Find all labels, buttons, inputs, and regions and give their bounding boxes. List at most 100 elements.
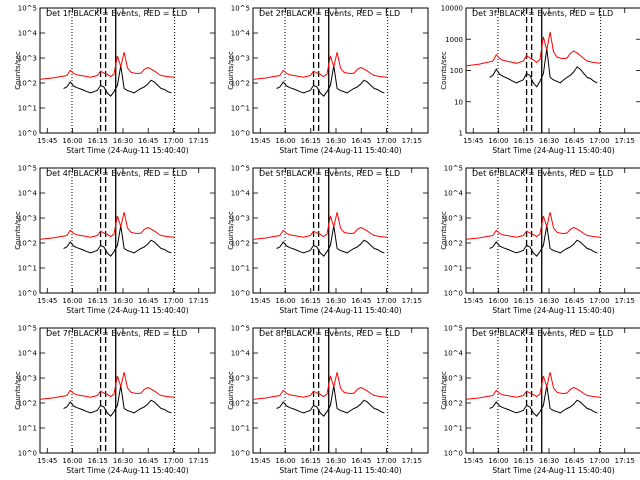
panel-title: Det 6f BLACK = Events, RED = LLD: [472, 169, 613, 178]
x-tick-label: 17:00: [163, 297, 183, 305]
y-tick-label: 10^0: [18, 450, 37, 458]
x-tick-label: 16:15: [514, 137, 534, 145]
y-tick-label: 10^5: [444, 165, 463, 173]
x-axis-label: Start Time (24-Aug-11 15:40:40): [492, 466, 614, 475]
y-axis-label: Counts/sec: [14, 211, 22, 250]
y-axis-label: Counts/sec: [227, 371, 235, 410]
series-line-lld: [39, 212, 175, 240]
x-axis-label: Start Time (24-Aug-11 15:40:40): [66, 146, 188, 155]
x-tick-label: 17:15: [402, 457, 422, 465]
y-tick-label: 10^3: [18, 55, 37, 63]
plot-frame: [39, 167, 216, 294]
x-tick-label: 15:45: [463, 297, 483, 305]
y-tick-label: 10^0: [231, 290, 250, 298]
x-tick-label: 17:15: [189, 297, 209, 305]
y-tick-label: 10^1: [231, 105, 250, 113]
y-tick-label: 10^4: [18, 30, 38, 38]
detector-panel-9: Det 9f BLACK = Events, RED = LLD Counts/s…: [440, 325, 640, 475]
x-tick-label: 17:00: [376, 297, 396, 305]
x-tick-label: 17:15: [189, 137, 209, 145]
x-tick-label: 16:45: [351, 457, 371, 465]
x-tick-label: 16:15: [88, 297, 108, 305]
x-tick-label: 15:45: [37, 297, 57, 305]
y-tick-label: 10^1: [444, 425, 463, 433]
detector-panel-1: Det 1f BLACK = Events, RED = LLD Counts/s…: [14, 5, 216, 155]
y-tick-label: 10: [454, 98, 463, 106]
plot-frame: [39, 327, 216, 454]
x-tick-label: 17:00: [589, 297, 609, 305]
series-line-events: [489, 48, 598, 88]
y-axis-label: Counts/sec: [227, 51, 235, 90]
y-axis-label: Counts/sec: [440, 371, 448, 410]
y-tick-label: 10^0: [231, 450, 250, 458]
y-tick-label: 10^5: [18, 165, 37, 173]
x-tick-label: 17:15: [615, 137, 635, 145]
y-axis-label: Counts/sec: [440, 211, 448, 250]
plot-frame: [252, 327, 429, 454]
plot-frame: [465, 167, 640, 294]
x-axis-label: Start Time (24-Aug-11 15:40:40): [66, 306, 188, 315]
x-axis-label: Start Time (24-Aug-11 15:40:40): [66, 466, 188, 475]
series-line-events: [63, 385, 172, 417]
y-tick-label: 10^4: [18, 190, 38, 198]
series-line-events: [276, 385, 385, 417]
detector-panel-6: Det 6f BLACK = Events, RED = LLD Counts/s…: [440, 165, 640, 315]
detector-panel-3: Det 3f BLACK = Events, RED = LLD Counts/s…: [440, 5, 640, 155]
y-tick-label: 10^0: [18, 130, 37, 138]
y-tick-label: 10^4: [231, 190, 251, 198]
y-tick-label: 10^5: [231, 165, 250, 173]
series-line-lld: [39, 52, 175, 80]
x-tick-label: 16:00: [488, 457, 508, 465]
series-line-events: [63, 65, 172, 97]
panel-title: Det 7f BLACK = Events, RED = LLD: [46, 329, 187, 338]
x-tick-label: 16:00: [275, 137, 295, 145]
y-tick-label: 10^0: [444, 450, 463, 458]
x-axis-label: Start Time (24-Aug-11 15:40:40): [279, 146, 401, 155]
x-tick-label: 17:15: [189, 457, 209, 465]
x-tick-label: 16:15: [514, 297, 534, 305]
x-tick-label: 16:45: [564, 297, 584, 305]
y-tick-label: 10^4: [444, 350, 464, 358]
x-tick-label: 17:00: [376, 137, 396, 145]
series-line-events: [276, 65, 385, 97]
x-tick-label: 15:45: [250, 137, 270, 145]
y-tick-label: 10^3: [444, 375, 463, 383]
x-tick-label: 16:15: [88, 137, 108, 145]
plot-frame: [252, 167, 429, 294]
x-tick-label: 16:45: [351, 297, 371, 305]
panel-title: Det 5f BLACK = Events, RED = LLD: [259, 169, 400, 178]
panel-title: Det 3f BLACK = Events, RED = LLD: [472, 9, 613, 18]
y-tick-label: 10^2: [231, 400, 250, 408]
y-tick-label: 10^3: [231, 55, 250, 63]
series-line-events: [489, 385, 598, 417]
x-tick-label: 16:30: [113, 297, 133, 305]
x-tick-label: 16:30: [326, 137, 346, 145]
y-tick-label: 10^3: [231, 215, 250, 223]
x-tick-label: 16:45: [138, 297, 158, 305]
y-axis-label: Counts/sec: [14, 51, 22, 90]
x-tick-label: 16:30: [539, 137, 559, 145]
y-tick-label: 10^3: [231, 375, 250, 383]
x-tick-label: 16:15: [301, 137, 321, 145]
x-tick-label: 16:30: [326, 297, 346, 305]
x-tick-label: 17:15: [402, 297, 422, 305]
x-tick-label: 15:45: [463, 137, 483, 145]
series-line-lld: [252, 212, 388, 240]
y-tick-label: 10000: [441, 5, 463, 13]
y-tick-label: 10^1: [18, 105, 37, 113]
x-tick-label: 15:45: [37, 137, 57, 145]
y-tick-label: 10^5: [231, 325, 250, 333]
x-axis-label: Start Time (24-Aug-11 15:40:40): [492, 146, 614, 155]
x-tick-label: 16:15: [514, 457, 534, 465]
y-tick-label: 10^0: [18, 290, 37, 298]
x-tick-label: 16:00: [62, 137, 82, 145]
detector-panel-4: Det 4f BLACK = Events, RED = LLD Counts/s…: [14, 165, 216, 315]
x-tick-label: 17:00: [589, 137, 609, 145]
x-tick-label: 16:00: [275, 297, 295, 305]
y-tick-label: 10^0: [444, 290, 463, 298]
detector-panel-2: Det 2f BLACK = Events, RED = LLD Counts/s…: [227, 5, 429, 155]
detector-panel-7: Det 7f BLACK = Events, RED = LLD Counts/s…: [14, 325, 216, 475]
panel-title: Det 9f BLACK = Events, RED = LLD: [472, 329, 613, 338]
y-tick-label: 10^0: [231, 130, 250, 138]
panel-title: Det 2f BLACK = Events, RED = LLD: [259, 9, 400, 18]
